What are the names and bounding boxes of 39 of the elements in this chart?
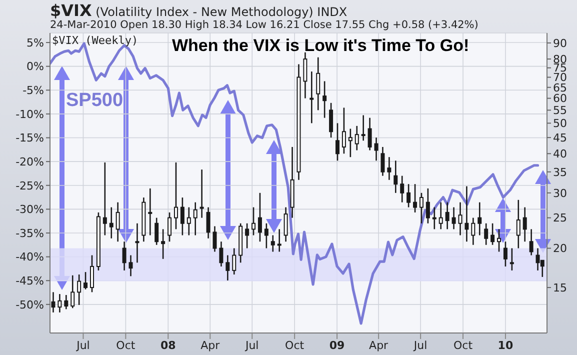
x-tick-label: 09 [329,339,345,352]
x-tick-label: Jul [76,339,90,352]
x-tick-label: Oct [453,339,474,352]
y-tick-label: 0% [26,60,44,74]
y2-tick-label: 50 [553,117,567,130]
y-tick-label: -35% [16,226,44,240]
y-tick-label: -5% [22,84,44,98]
x-tick-label: Jul [412,339,428,352]
series-label: SP500 [66,90,124,112]
y-tick-label: 5% [26,36,44,50]
x-tick-label: Apr [200,339,220,352]
y-tick-label: -10% [16,108,44,121]
y2-tick-label: 35 [553,166,567,179]
x-tick-label: 10 [498,339,514,352]
y2-tick-label: 60 [553,92,567,106]
chart-subtitle: 24-Mar-2010 Open 18.30 High 18.34 Low 16.21 Close 17.55 Chg +0.58 (+3.42%) [50,19,478,31]
y-tick-label: -40% [16,250,44,264]
y2-tick-label: 40 [553,148,567,161]
y2-tick-label: 55 [553,104,567,118]
y2-tick-label: 15 [553,281,567,294]
y-tick-label: -50% [16,298,44,312]
y2-tick-label: 20 [553,242,567,256]
y-tick-label: -25% [16,179,44,192]
annotation: When the VIX is Low it's Time To Go! [172,36,470,56]
y2-tick-label: 25 [553,212,567,225]
chart-title: $VIX (Volatility Index - New Methodology) INDX [50,1,348,20]
x-tick-label: Oct [116,339,136,352]
x-tick-label: Apr [369,339,389,352]
y-tick-label: -20% [16,155,44,168]
x-tick-label: 08 [160,339,176,352]
y2-tick-label: 30 [553,186,567,200]
x-tick-label: Jul [244,339,259,352]
annotation: $VIX (Weekly) [52,34,138,48]
y-tick-label: -15% [16,132,44,145]
y2-tick-label: 90 [553,36,567,50]
y-tick-label: -45% [16,274,44,288]
y-tick-label: -30% [16,203,44,216]
x-tick-label: Oct [285,339,305,352]
y2-tick-label: 45 [553,131,567,144]
